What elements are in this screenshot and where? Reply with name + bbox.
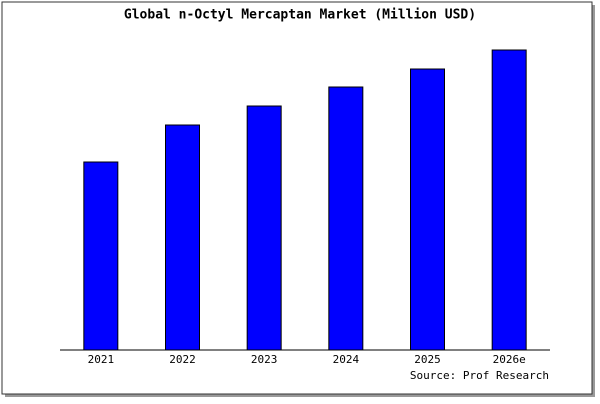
bar xyxy=(491,49,527,351)
bar xyxy=(83,161,119,351)
bar xyxy=(246,105,282,351)
chart-title: Global n-Octyl Mercaptan Market (Million… xyxy=(124,8,476,23)
x-tick-label: 2026e xyxy=(493,353,526,366)
x-tick-label: 2024 xyxy=(333,353,360,366)
x-tick-label: 2022 xyxy=(169,353,196,366)
bar xyxy=(165,124,200,351)
plot-area xyxy=(60,45,550,350)
x-tick-label: 2025 xyxy=(414,353,441,366)
x-tick-label: 2023 xyxy=(251,353,278,366)
source-note: Source: Prof Research xyxy=(410,369,549,382)
bar xyxy=(410,68,445,351)
bar xyxy=(328,86,364,351)
x-tick-label: 2021 xyxy=(88,353,115,366)
